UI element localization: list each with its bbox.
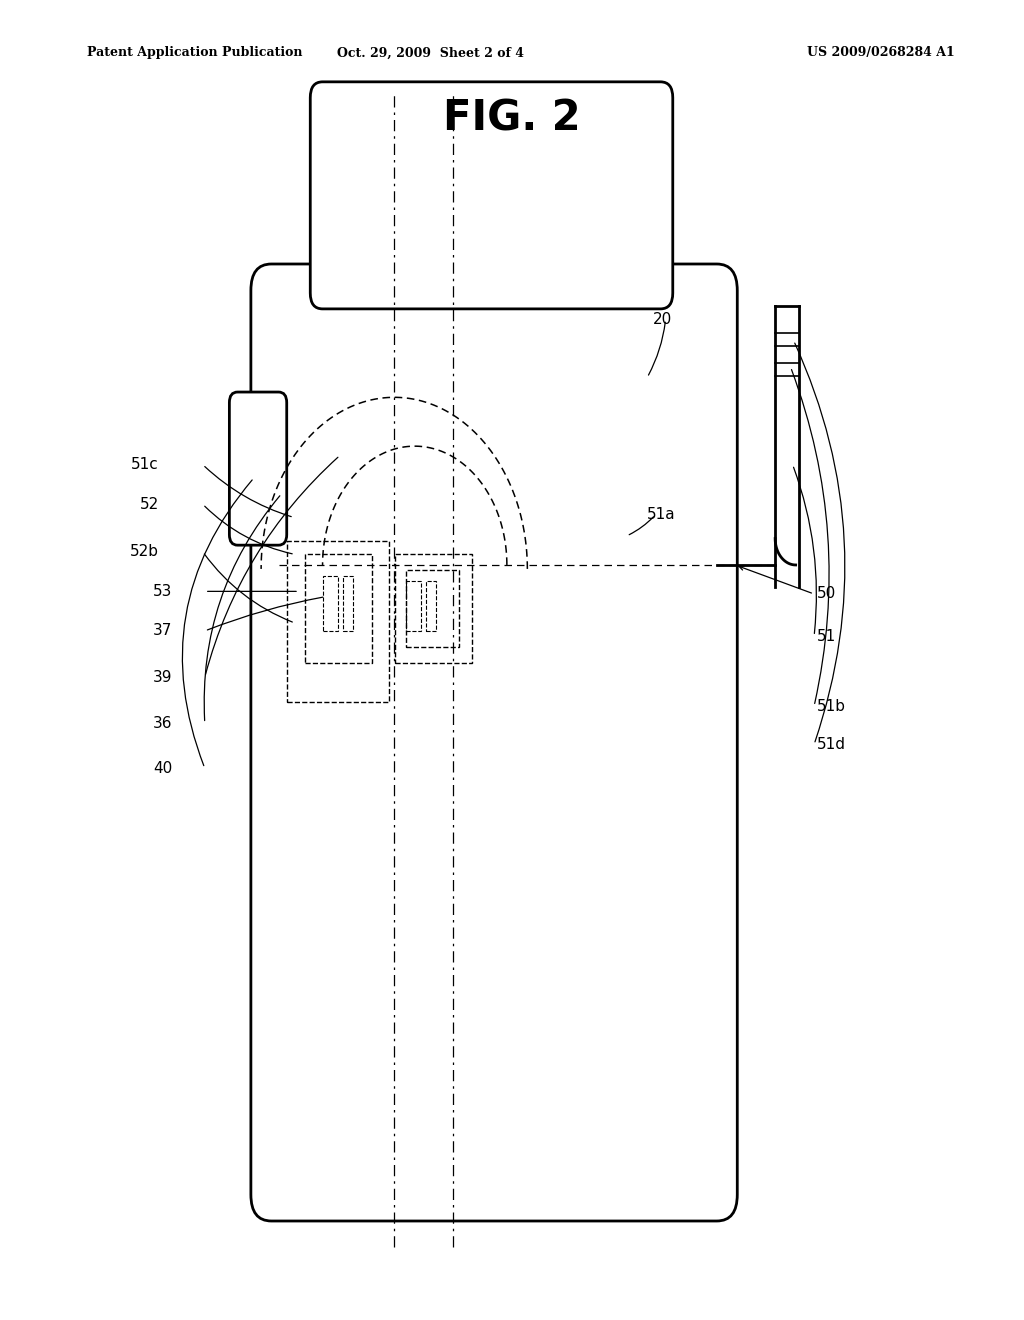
Text: 52b: 52b (130, 544, 159, 560)
Bar (323, 576, 338, 631)
Bar (406, 581, 421, 631)
Text: 39: 39 (153, 669, 172, 685)
FancyBboxPatch shape (229, 392, 287, 545)
Text: 20: 20 (653, 312, 673, 327)
Text: Patent Application Publication: Patent Application Publication (87, 46, 302, 59)
Bar (305, 554, 372, 663)
Bar (406, 570, 459, 647)
Text: Oct. 29, 2009  Sheet 2 of 4: Oct. 29, 2009 Sheet 2 of 4 (337, 46, 523, 59)
Bar (287, 541, 389, 702)
Bar (343, 576, 353, 631)
Text: US 2009/0268284 A1: US 2009/0268284 A1 (807, 46, 954, 59)
Text: 51: 51 (817, 628, 837, 644)
Bar (395, 554, 472, 663)
Text: 52: 52 (139, 496, 159, 512)
Text: 53: 53 (153, 583, 172, 599)
Text: 36: 36 (153, 715, 172, 731)
Text: 40: 40 (153, 760, 172, 776)
Text: FIG. 2: FIG. 2 (443, 98, 581, 140)
FancyBboxPatch shape (251, 264, 737, 1221)
Bar (426, 581, 436, 631)
Text: 37: 37 (153, 623, 172, 639)
Text: 51d: 51d (817, 737, 846, 752)
Text: 51c: 51c (131, 457, 159, 473)
FancyBboxPatch shape (310, 82, 673, 309)
Text: 51a: 51a (647, 507, 676, 523)
Text: 51b: 51b (817, 698, 846, 714)
Text: 50: 50 (817, 586, 837, 602)
